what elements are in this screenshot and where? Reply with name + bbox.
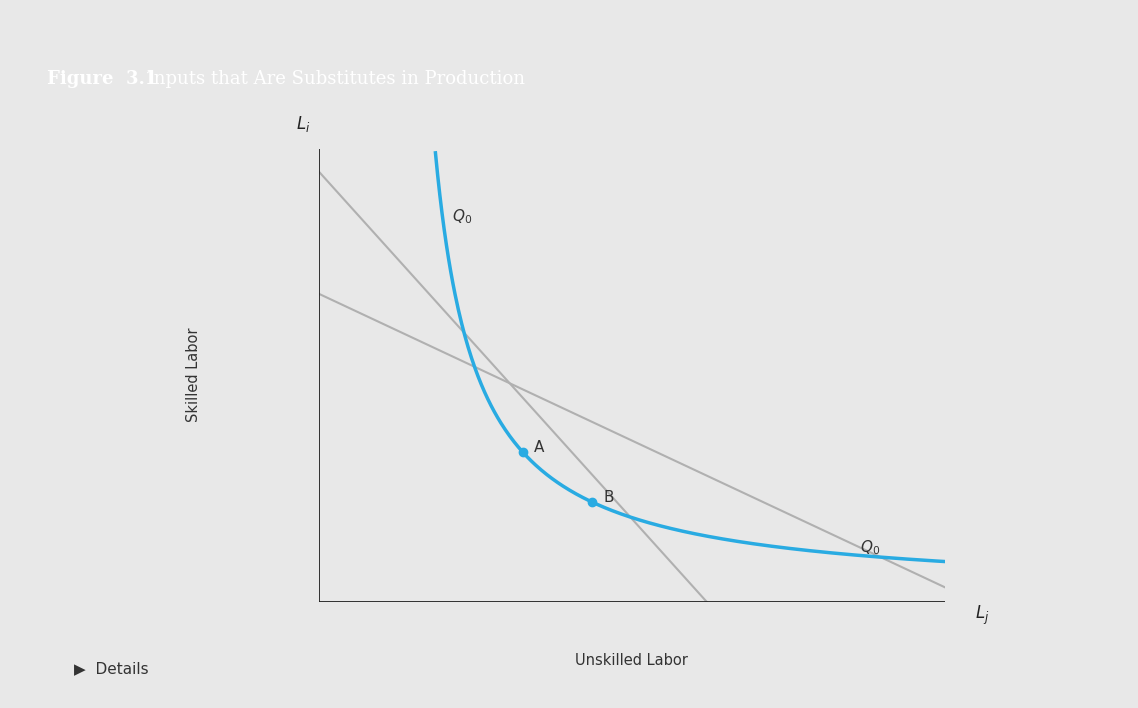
Text: $L_j$: $L_j$ — [975, 604, 989, 627]
Text: A: A — [534, 440, 544, 455]
Text: Inputs that Are Substitutes in Production: Inputs that Are Substitutes in Productio… — [141, 70, 525, 88]
Text: $Q_0$: $Q_0$ — [860, 539, 880, 557]
Text: Skilled Labor: Skilled Labor — [185, 328, 201, 423]
Text: $Q_0$: $Q_0$ — [452, 207, 472, 226]
Text: $L_i$: $L_i$ — [296, 114, 311, 134]
Text: B: B — [603, 490, 613, 505]
Text: Unskilled Labor: Unskilled Labor — [575, 653, 688, 668]
Text: ▶  Details: ▶ Details — [74, 661, 149, 677]
Text: Figure  3.1: Figure 3.1 — [47, 70, 157, 88]
